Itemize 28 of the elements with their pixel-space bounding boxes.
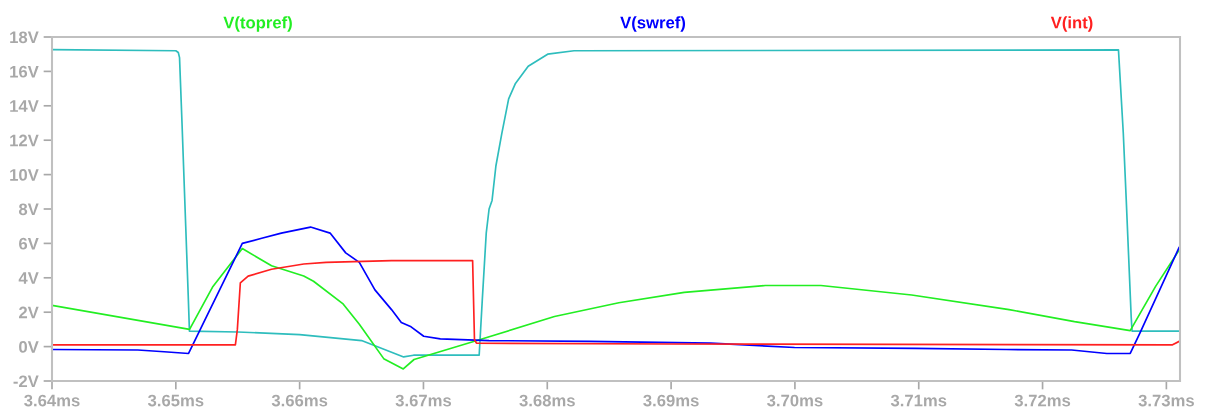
x-tick-label: 3.72ms bbox=[1014, 394, 1071, 407]
y-tick-label: 0V bbox=[19, 341, 39, 353]
y-tick-label: 4V bbox=[18, 272, 39, 284]
line-series bbox=[52, 48, 1180, 358]
y-tick-label: 12V bbox=[10, 134, 39, 147]
y-tick-label: 14V bbox=[10, 100, 39, 112]
text: V(swref) bbox=[620, 16, 686, 32]
line-series bbox=[52, 259, 1180, 346]
y-tick-label: 18V bbox=[10, 31, 39, 44]
x-tick-label: 3.68ms bbox=[519, 394, 575, 407]
y-tick-label: -2V bbox=[13, 375, 39, 388]
line-series bbox=[52, 226, 1180, 355]
x-tick-label: 3.73ms bbox=[1138, 394, 1194, 407]
y-tick-label: 6V bbox=[19, 237, 39, 250]
y-tick-label: 8V bbox=[18, 203, 39, 216]
x-tick-label: 3.65ms bbox=[147, 394, 204, 407]
text: V(int) bbox=[1050, 16, 1093, 32]
y-tick-label: 10V bbox=[10, 169, 39, 181]
x-tick-label: 3.70ms bbox=[767, 394, 823, 407]
x-tick-label: 3.67ms bbox=[395, 394, 452, 407]
y-tick-label: 16V bbox=[10, 65, 39, 78]
text: V(topref) bbox=[223, 16, 292, 32]
x-tick-label: 3.64ms bbox=[24, 394, 80, 407]
line-series bbox=[52, 247, 1180, 370]
x-tick-label: 3.71ms bbox=[890, 394, 947, 407]
x-tick-label: 3.66ms bbox=[271, 394, 328, 407]
y-tick-label: 2V bbox=[19, 306, 39, 319]
x-tick-label: 3.69ms bbox=[643, 394, 699, 407]
